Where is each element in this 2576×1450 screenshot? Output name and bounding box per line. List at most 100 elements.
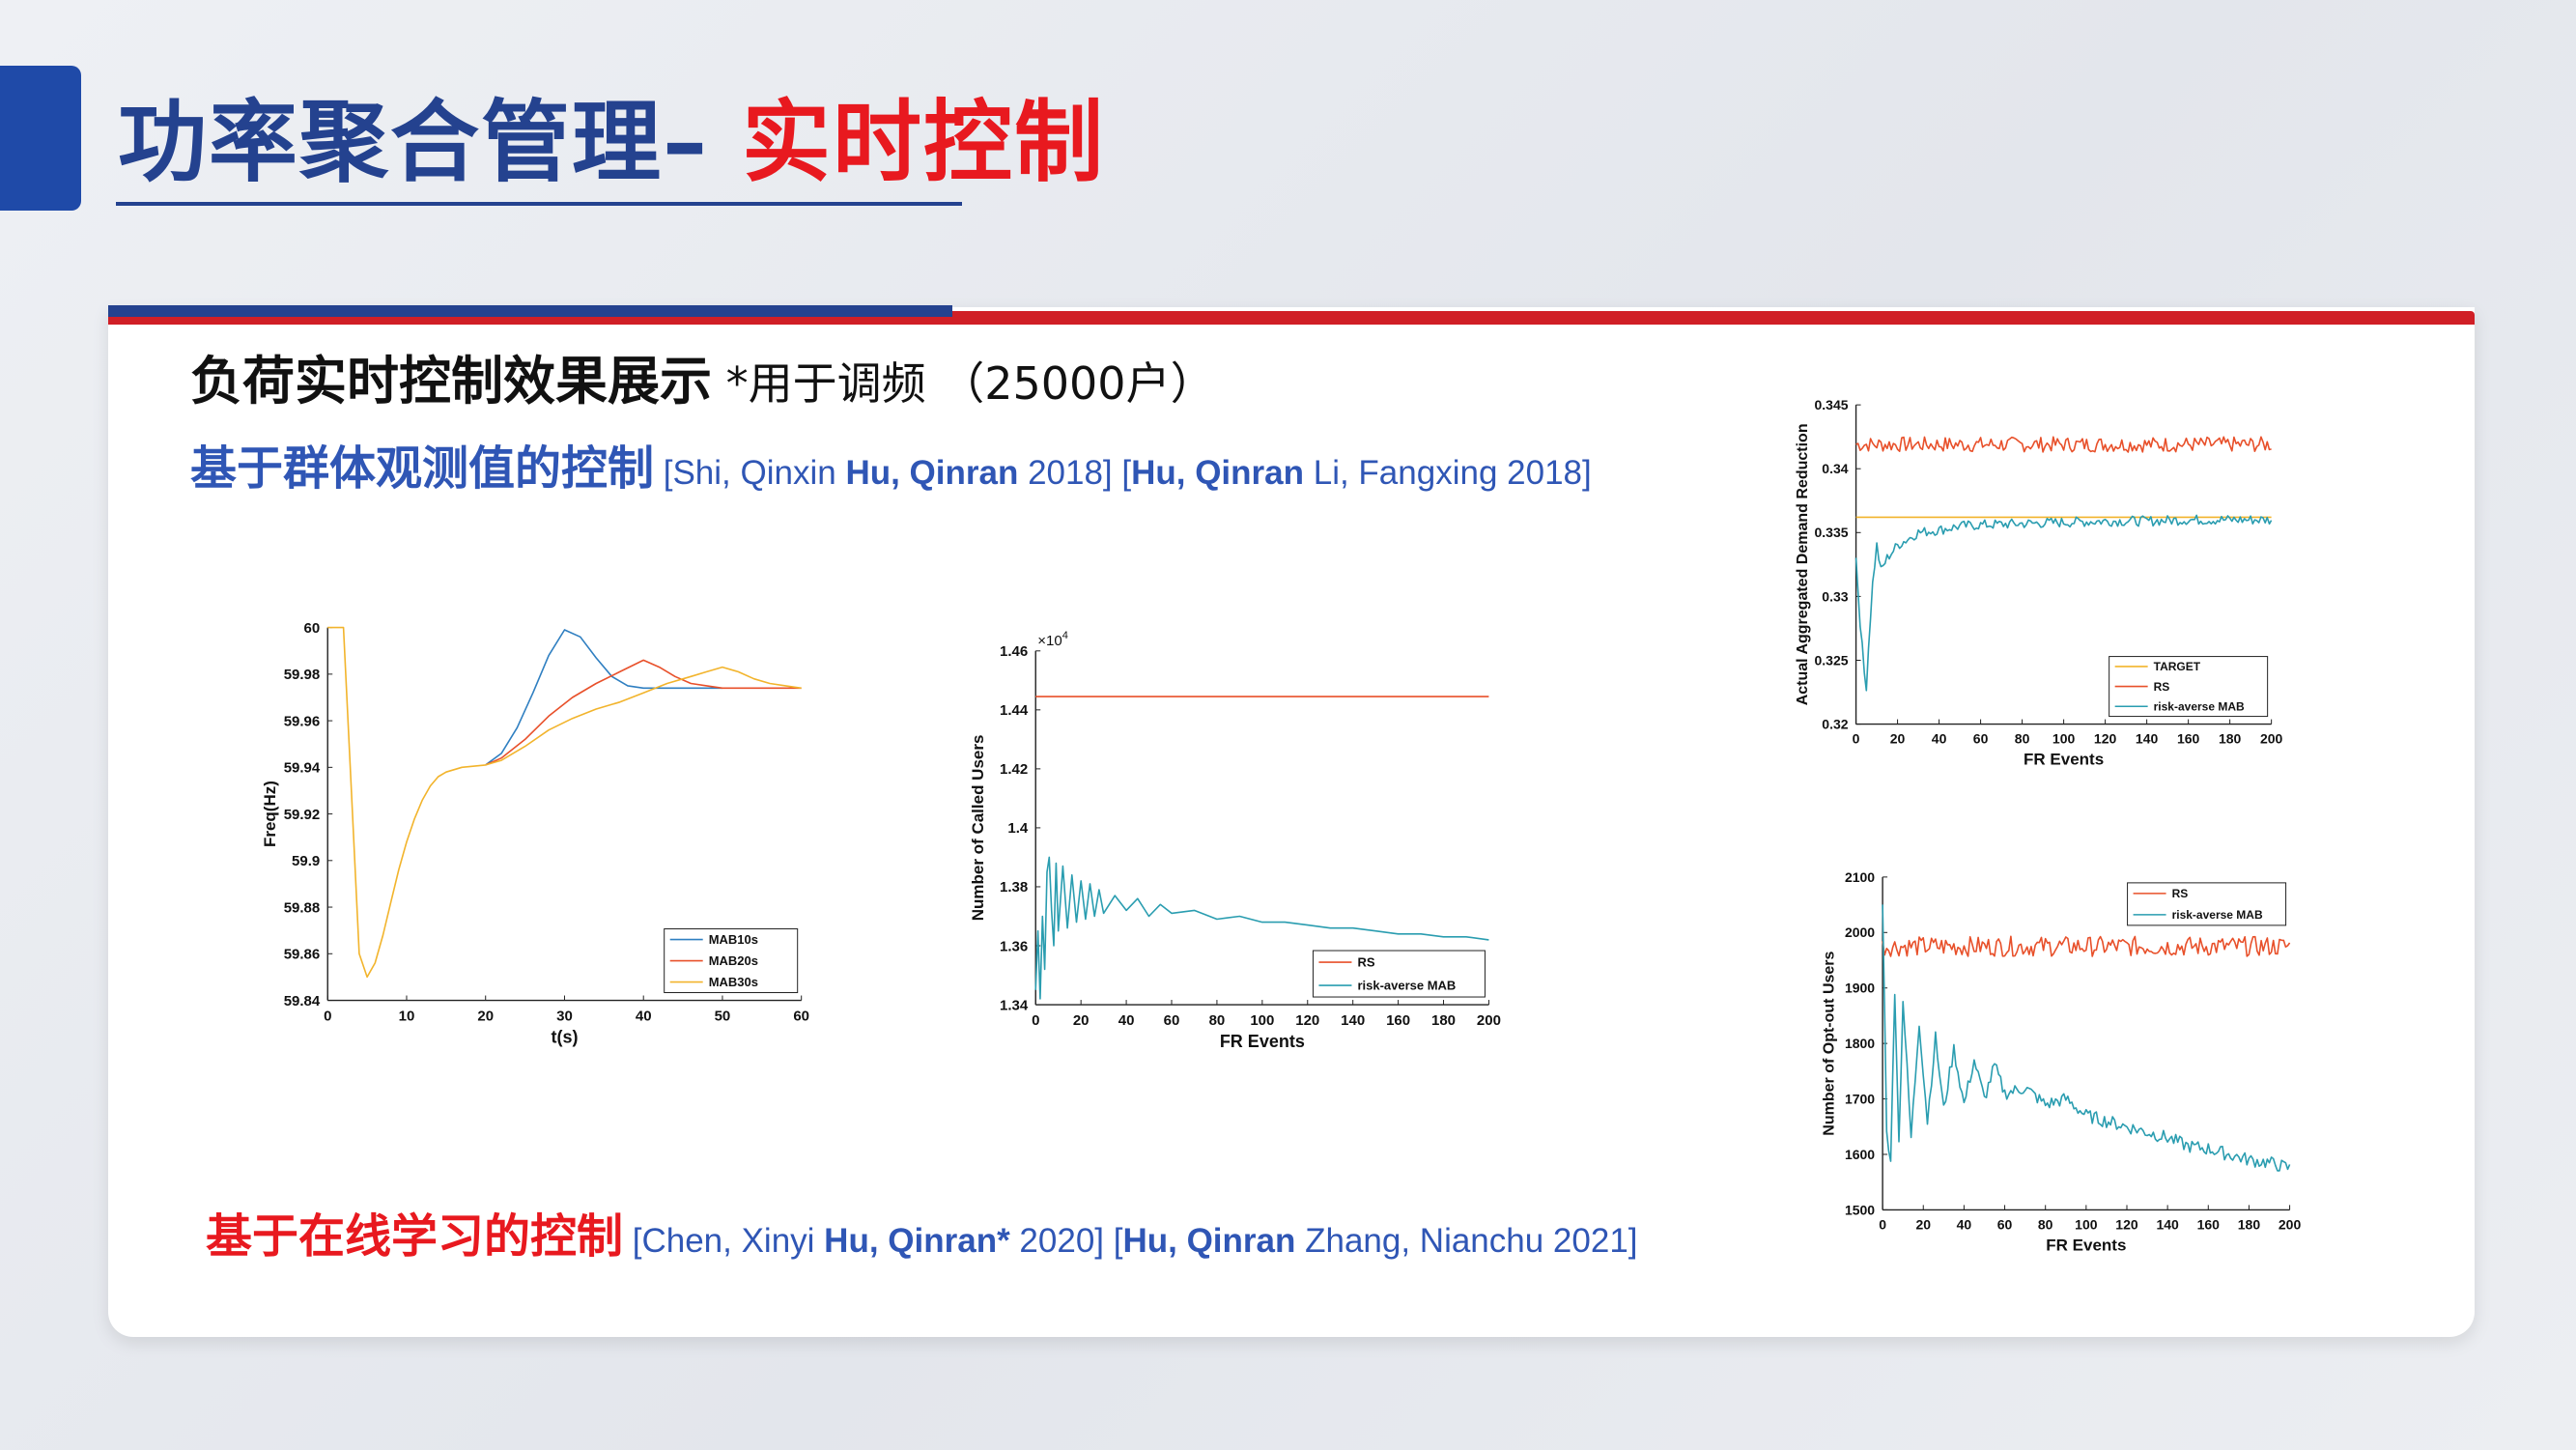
legend-label: risk-averse MAB bbox=[2154, 699, 2245, 713]
x-tick-label: 60 bbox=[1973, 731, 1989, 747]
section2-citation: [Chen, Xinyi Hu, Qinran* 2020] [Hu, Qinr… bbox=[623, 1222, 1638, 1260]
x-tick-label: 120 bbox=[1295, 1012, 1319, 1029]
y-tick-label: 59.84 bbox=[284, 993, 321, 1009]
y-tick-label: 0.32 bbox=[1822, 716, 1848, 731]
x-tick-label: 40 bbox=[1118, 1012, 1135, 1029]
legend-box bbox=[1312, 950, 1486, 998]
y-tick-label: 1.46 bbox=[1000, 643, 1028, 660]
legend-label: RS bbox=[1357, 955, 1374, 970]
heading-text: 负荷实时控制效果展示 bbox=[190, 351, 712, 412]
y-tick-label: 59.98 bbox=[284, 667, 321, 683]
x-tick-label: 20 bbox=[1073, 1012, 1090, 1029]
title-accent-bar bbox=[0, 66, 81, 211]
y-tick-label: 1.36 bbox=[1000, 938, 1028, 954]
x-axis-label: FR Events bbox=[2046, 1236, 2126, 1254]
y-tick-label: 1.34 bbox=[1000, 997, 1029, 1013]
y-tick-label: 59.88 bbox=[284, 899, 321, 916]
series-line-1 bbox=[1855, 436, 2272, 453]
section2-heading: 基于在线学习的控制 [Chen, Xinyi Hu, Qinran* 2020]… bbox=[206, 1208, 1638, 1270]
x-tick-label: 0 bbox=[1879, 1216, 1886, 1232]
freq-chart: 0 10 20 30 40 50 60 59.84 59.86 59.88 59.9 59.92 59.… bbox=[261, 620, 809, 1047]
axis-multiplier-exp: 4 bbox=[1062, 630, 1068, 641]
section2-label: 基于在线学习的控制 bbox=[206, 1209, 624, 1264]
y-tick-label: 60 bbox=[304, 620, 321, 637]
series-line-0 bbox=[485, 629, 722, 766]
y-tick-label: 1700 bbox=[1845, 1091, 1875, 1106]
x-tick-label: 100 bbox=[2052, 731, 2076, 747]
legend-label: MAB10s bbox=[709, 932, 758, 947]
x-tick-label: 160 bbox=[2197, 1216, 2221, 1232]
slide-title: 功率聚合管理– 实时控制 bbox=[118, 85, 1105, 201]
x-tick-label: 120 bbox=[2094, 731, 2117, 747]
x-tick-label: 100 bbox=[2075, 1216, 2098, 1232]
x-tick-label: 120 bbox=[2115, 1216, 2138, 1232]
x-tick-label: 40 bbox=[636, 1009, 652, 1025]
x-tick-label: 140 bbox=[2156, 1216, 2179, 1232]
x-tick-label: 180 bbox=[1431, 1012, 1456, 1029]
legend-label: RS bbox=[2172, 887, 2189, 900]
y-tick-label: 1500 bbox=[1845, 1202, 1875, 1217]
y-tick-label: 1900 bbox=[1845, 981, 1875, 996]
section1-label: 基于群体观测值的控制 bbox=[190, 441, 655, 496]
x-tick-label: 180 bbox=[2219, 731, 2242, 747]
x-tick-label: 160 bbox=[2177, 731, 2200, 747]
section1-citation: [Shi, Qinxin Hu, Qinran 2018] [Hu, Qinra… bbox=[654, 454, 1592, 492]
x-tick-label: 180 bbox=[2238, 1216, 2261, 1232]
x-axis-label: t(s) bbox=[551, 1028, 578, 1047]
legend-label: MAB20s bbox=[709, 953, 758, 968]
x-axis-label: FR Events bbox=[2024, 751, 2104, 769]
x-tick-label: 0 bbox=[1853, 731, 1860, 747]
x-tick-label: 0 bbox=[1032, 1012, 1039, 1029]
legend-label: RS bbox=[2154, 680, 2170, 694]
series-line-0 bbox=[1882, 935, 2291, 957]
series-line-1 bbox=[1882, 904, 2291, 1172]
x-tick-label: 160 bbox=[1386, 1012, 1410, 1029]
title-accent: 实时控制 bbox=[742, 91, 1106, 194]
title-underline bbox=[116, 202, 962, 206]
x-tick-label: 40 bbox=[1932, 731, 1947, 747]
y-tick-label: 1.38 bbox=[1000, 879, 1028, 896]
y-tick-label: 0.33 bbox=[1822, 588, 1848, 604]
series-line-2 bbox=[1854, 514, 2273, 692]
x-tick-label: 100 bbox=[1250, 1012, 1274, 1029]
y-tick-label: 0.34 bbox=[1822, 461, 1848, 476]
optout-users-chart: 0 20 40 60 80 100 120 140 160 180 200 1500 1600 1700 1… bbox=[1822, 869, 2302, 1255]
y-tick-label: 2000 bbox=[1845, 924, 1875, 940]
x-axis-label: FR Events bbox=[1220, 1032, 1305, 1051]
title-main: 功率聚合管理– bbox=[118, 91, 743, 194]
y-tick-label: 1.42 bbox=[1000, 761, 1028, 778]
y-tick-label: 59.86 bbox=[284, 947, 321, 963]
card-top-stripe-blue bbox=[108, 305, 952, 317]
y-axis-label: Number of Called Users bbox=[969, 735, 987, 922]
x-tick-label: 20 bbox=[477, 1009, 494, 1025]
legend-label: risk-averse MAB bbox=[1357, 979, 1456, 993]
x-tick-label: 80 bbox=[2015, 731, 2030, 747]
x-tick-label: 80 bbox=[1209, 1012, 1226, 1029]
legend-box bbox=[2127, 882, 2287, 926]
called-users-chart: 0 20 40 60 80 100 120 140 160 180 200 1.34 1.36 1.38 1… bbox=[969, 630, 1501, 1051]
x-tick-label: 40 bbox=[1957, 1216, 1972, 1232]
content-card bbox=[108, 307, 2475, 1337]
y-tick-label: 59.96 bbox=[284, 713, 321, 729]
legend-label: risk-averse MAB bbox=[2172, 908, 2263, 922]
x-tick-label: 80 bbox=[2038, 1216, 2053, 1232]
y-tick-label: 1800 bbox=[1845, 1036, 1875, 1051]
x-tick-label: 30 bbox=[556, 1009, 573, 1025]
x-tick-label: 140 bbox=[1341, 1012, 1365, 1029]
demand-reduction-chart: 0 20 40 60 80 100 120 140 160 180 200 0.32 0.325 0.33… bbox=[1795, 397, 2283, 769]
x-tick-label: 60 bbox=[1164, 1012, 1180, 1029]
y-axis-label: Freq(Hz) bbox=[261, 781, 279, 847]
legend-label: TARGET bbox=[2154, 660, 2201, 673]
x-tick-label: 200 bbox=[1477, 1012, 1501, 1029]
y-tick-label: 59.94 bbox=[284, 760, 321, 777]
y-tick-label: 1.4 bbox=[1007, 820, 1029, 837]
x-tick-label: 10 bbox=[399, 1009, 415, 1025]
x-tick-label: 0 bbox=[324, 1009, 331, 1025]
y-axis-label: Number of Opt-out Users bbox=[1822, 951, 1838, 1135]
x-tick-label: 60 bbox=[1997, 1216, 2013, 1232]
y-tick-label: 59.92 bbox=[284, 807, 321, 823]
x-tick-label: 200 bbox=[2260, 731, 2283, 747]
y-tick-label: 0.335 bbox=[1815, 525, 1849, 540]
y-tick-label: 59.9 bbox=[292, 853, 320, 869]
series-line-2 bbox=[327, 626, 802, 979]
